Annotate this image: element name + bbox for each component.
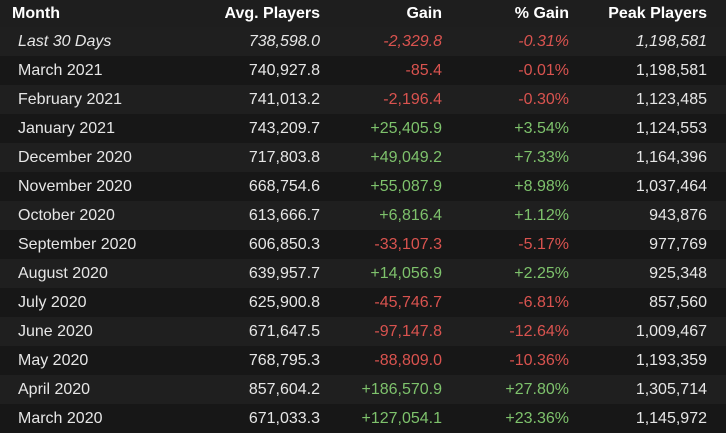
cell-gain: -88,809.0	[374, 351, 442, 369]
table-row: March 2020 671,033.3 +127,054.1 +23.36% 1,14…	[0, 404, 726, 433]
header-pct-gain[interactable]: % Gain	[514, 4, 569, 22]
header-gain[interactable]: Gain	[406, 4, 442, 22]
cell-month: June 2020	[18, 322, 93, 340]
cell-avg-players: 606,850.3	[248, 235, 320, 253]
cell-gain: +14,056.9	[370, 264, 442, 282]
cell-peak-players: 1,124,553	[635, 119, 707, 137]
table-row: September 2020 606,850.3 -33,107.3 -5.17% 97…	[0, 230, 726, 259]
cell-gain: -45,746.7	[374, 293, 442, 311]
cell-pct-gain: -0.01%	[518, 61, 569, 79]
cell-avg-players: 671,647.5	[248, 322, 320, 340]
table-row: October 2020 613,666.7 +6,816.4 +1.12% 943,8…	[0, 201, 726, 230]
table-row: February 2021 741,013.2 -2,196.4 -0.30% 1,12…	[0, 85, 726, 114]
cell-avg-players: 738,598.0	[248, 32, 320, 50]
cell-gain: -2,196.4	[383, 90, 442, 108]
cell-pct-gain: +2.25%	[514, 264, 569, 282]
cell-pct-gain: -10.36%	[509, 351, 569, 369]
cell-pct-gain: +23.36%	[505, 409, 569, 427]
cell-pct-gain: -0.31%	[518, 32, 569, 50]
cell-peak-players: 1,123,485	[635, 90, 707, 108]
cell-month: August 2020	[18, 264, 108, 282]
cell-peak-players: 1,145,972	[635, 409, 707, 427]
cell-month: October 2020	[18, 206, 115, 224]
cell-pct-gain: +7.33%	[514, 148, 569, 166]
cell-gain: +6,816.4	[379, 206, 442, 224]
cell-avg-players: 857,604.2	[248, 380, 320, 398]
cell-month: February 2021	[18, 90, 123, 108]
cell-avg-players: 743,209.7	[248, 119, 320, 137]
cell-peak-players: 1,164,396	[635, 148, 707, 166]
table-row: August 2020 639,957.7 +14,056.9 +2.25% 925,3…	[0, 259, 726, 288]
cell-avg-players: 668,754.6	[248, 177, 320, 195]
cell-gain: -33,107.3	[374, 235, 442, 253]
table-row: November 2020 668,754.6 +55,087.9 +8.98% 1,0…	[0, 172, 726, 201]
cell-gain: -85.4	[405, 61, 442, 79]
table-row: April 2020 857,604.2 +186,570.9 +27.80% 1,30…	[0, 375, 726, 404]
cell-pct-gain: +27.80%	[505, 380, 569, 398]
cell-month: January 2021	[18, 119, 115, 137]
cell-month: March 2021	[18, 61, 103, 79]
cell-peak-players: 977,769	[649, 235, 707, 253]
cell-pct-gain: +8.98%	[514, 177, 569, 195]
cell-peak-players: 925,348	[649, 264, 707, 282]
cell-month: May 2020	[18, 351, 89, 369]
cell-avg-players: 625,900.8	[248, 293, 320, 311]
table-row: Last 30 Days 738,598.0 -2,329.8 -0.31% 1,198…	[0, 27, 726, 56]
cell-avg-players: 741,013.2	[248, 90, 320, 108]
cell-pct-gain: +1.12%	[514, 206, 569, 224]
cell-peak-players: 1,198,581	[635, 61, 707, 79]
cell-pct-gain: -12.64%	[509, 322, 569, 340]
cell-avg-players: 639,957.7	[248, 264, 320, 282]
header-peak-players[interactable]: Peak Players	[608, 4, 707, 22]
cell-avg-players: 671,033.3	[248, 409, 320, 427]
cell-avg-players: 768,795.3	[248, 351, 320, 369]
cell-month: July 2020	[18, 293, 87, 311]
cell-peak-players: 1,193,359	[635, 351, 707, 369]
cell-peak-players: 943,876	[649, 206, 707, 224]
cell-month: Last 30 Days	[18, 32, 112, 50]
cell-month: April 2020	[18, 380, 91, 398]
table-row: January 2021 743,209.7 +25,405.9 +3.54% 1,12…	[0, 114, 726, 143]
cell-pct-gain: +3.54%	[514, 119, 569, 137]
cell-gain: +49,049.2	[370, 148, 442, 166]
cell-gain: +55,087.9	[370, 177, 442, 195]
header-avg-players[interactable]: Avg. Players	[224, 4, 320, 22]
table-row: May 2020 768,795.3 -88,809.0 -10.36% 1,193,3…	[0, 346, 726, 375]
cell-month: November 2020	[18, 177, 132, 195]
cell-avg-players: 613,666.7	[248, 206, 320, 224]
table-row: June 2020 671,647.5 -97,147.8 -12.64% 1,009,…	[0, 317, 726, 346]
cell-month: March 2020	[18, 409, 103, 427]
cell-peak-players: 1,305,714	[635, 380, 707, 398]
cell-pct-gain: -0.30%	[518, 90, 569, 108]
cell-pct-gain: -6.81%	[518, 293, 569, 311]
cell-gain: +186,570.9	[361, 380, 442, 398]
cell-month: December 2020	[18, 148, 132, 166]
cell-peak-players: 1,037,464	[635, 177, 707, 195]
table-header: Month Avg. Players Gain % Gain Peak Play…	[0, 0, 726, 27]
cell-gain: +127,054.1	[361, 409, 442, 427]
cell-gain: -97,147.8	[374, 322, 442, 340]
cell-peak-players: 1,198,581	[635, 32, 707, 50]
table-row: March 2021 740,927.8 -85.4 -0.01% 1,198,581	[0, 56, 726, 85]
cell-avg-players: 740,927.8	[248, 61, 320, 79]
cell-peak-players: 857,560	[649, 293, 707, 311]
table-row: July 2020 625,900.8 -45,746.7 -6.81% 857,560	[0, 288, 726, 317]
table-body: Last 30 Days 738,598.0 -2,329.8 -0.31% 1,198…	[0, 27, 726, 433]
table-row: December 2020 717,803.8 +49,049.2 +7.33% 1,1…	[0, 143, 726, 172]
cell-month: September 2020	[18, 235, 137, 253]
cell-peak-players: 1,009,467	[635, 322, 707, 340]
cell-avg-players: 717,803.8	[248, 148, 320, 166]
cell-gain: -2,329.8	[383, 32, 442, 50]
cell-gain: +25,405.9	[370, 119, 442, 137]
cell-pct-gain: -5.17%	[518, 235, 569, 253]
header-month[interactable]: Month	[12, 4, 60, 22]
